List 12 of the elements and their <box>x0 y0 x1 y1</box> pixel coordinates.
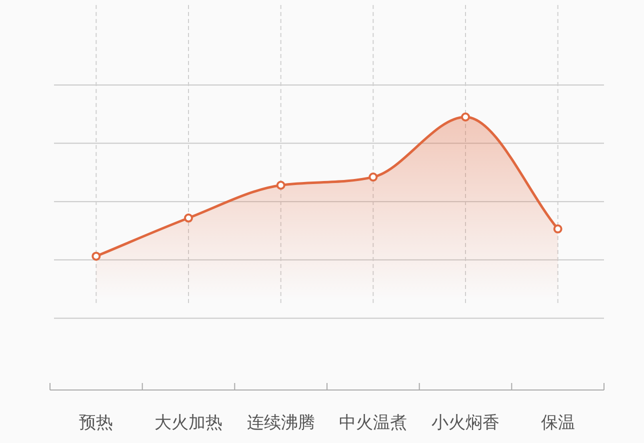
x-tick-label: 保温 <box>540 413 575 433</box>
x-tick-label: 中火温煮 <box>339 413 408 433</box>
x-tick-label: 预热 <box>79 413 114 433</box>
point <box>553 224 562 234</box>
x-tick-label: 连续沸腾 <box>246 413 315 433</box>
point <box>276 180 286 190</box>
point <box>184 214 193 223</box>
point <box>368 172 378 182</box>
x-tick-label: 大火加热 <box>154 413 222 433</box>
point <box>461 112 470 122</box>
x-tick-label: 小火焖香 <box>432 413 500 433</box>
point <box>92 252 101 261</box>
